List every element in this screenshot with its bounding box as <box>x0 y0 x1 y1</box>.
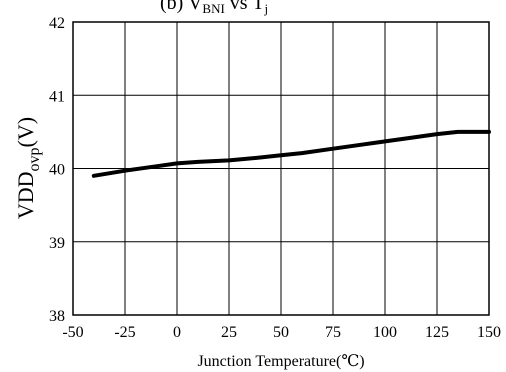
chart-title-mid: vs T <box>225 0 265 14</box>
plot-frame <box>72 21 490 316</box>
y-tick-labels: 38 39 40 41 42 <box>49 15 65 325</box>
y-axis-label-sub: ovp <box>26 147 43 171</box>
chart-title-sub: BNI <box>202 1 224 16</box>
y-tick-label: 42 <box>49 15 65 32</box>
y-axis-label-main: VDD <box>13 171 38 219</box>
x-tick-label: -50 <box>62 324 83 341</box>
y-tick-label: 40 <box>49 162 65 179</box>
chart-title-sub2: j <box>263 1 268 16</box>
y-tick-label: 39 <box>49 235 65 252</box>
x-tick-labels: -50 -25 0 25 50 75 100 125 150 <box>62 324 501 341</box>
x-tick-label: 50 <box>273 324 289 341</box>
y-axis-label-unit: (V) <box>13 117 38 148</box>
x-tick-label: 75 <box>325 324 341 341</box>
y-tick-label: 41 <box>49 88 65 105</box>
x-tick-label: 100 <box>373 324 397 341</box>
x-tick-label: 150 <box>477 324 501 341</box>
x-tick-label: 25 <box>221 324 237 341</box>
series-group <box>91 129 491 178</box>
chart-title-main: (b) V <box>160 0 203 14</box>
x-tick-label: 125 <box>425 324 449 341</box>
chart-title: (b) VBNI vs Tj <box>160 0 268 16</box>
y-tick-label: 38 <box>49 308 65 325</box>
x-tick-label: 0 <box>173 324 181 341</box>
y-axis-label: VDDovp(V) <box>13 117 43 219</box>
series-line <box>91 129 491 178</box>
x-tick-label: -25 <box>114 324 135 341</box>
x-axis-label: Junction Temperature(℃) <box>197 353 364 370</box>
